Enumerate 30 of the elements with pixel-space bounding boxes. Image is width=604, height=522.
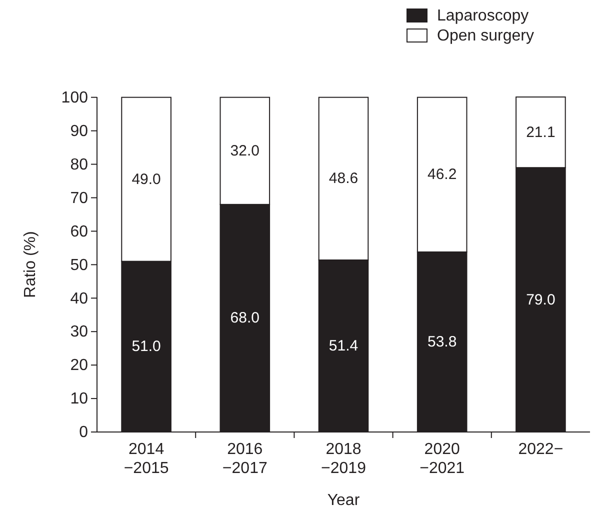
data-label: 32.0 (230, 142, 260, 160)
y-tick-label: 20 (70, 357, 88, 374)
y-tick-label: 50 (70, 256, 88, 274)
y-tick-label: 0 (79, 424, 88, 442)
y-tick-label: 60 (70, 223, 88, 240)
data-label: 68.0 (230, 310, 260, 327)
y-tick-label: 100 (61, 89, 88, 106)
y-tick-label: 90 (70, 122, 88, 140)
y-tick-label: 70 (70, 190, 88, 207)
data-label: 79.0 (526, 291, 556, 308)
x-axis-title: Year (327, 492, 360, 509)
data-label: 51.4 (328, 337, 358, 354)
y-tick-label: 30 (70, 324, 88, 341)
y-tick-label: 80 (70, 156, 88, 174)
x-tick-label: 2022− (518, 441, 564, 458)
y-tick-label: 40 (70, 290, 88, 308)
y-tick-label: 10 (70, 390, 88, 408)
legend-label: Laparoscopy (437, 8, 529, 24)
legend-label: Open surgery (437, 28, 534, 44)
y-axis-title: Ratio (%) (22, 231, 39, 298)
x-tick-label: 2020 −2021 (420, 441, 465, 477)
data-label: 49.0 (132, 170, 161, 188)
data-label: 21.1 (526, 124, 556, 141)
x-tick-label: 2014 −2015 (124, 441, 169, 477)
data-label: 51.0 (132, 338, 161, 356)
data-label: 46.2 (428, 166, 457, 184)
x-tick-label: 2016 −2017 (222, 441, 268, 477)
data-label: 48.6 (328, 170, 358, 188)
x-tick-label: 2018 −2019 (321, 441, 366, 477)
data-label: 53.8 (428, 333, 457, 350)
